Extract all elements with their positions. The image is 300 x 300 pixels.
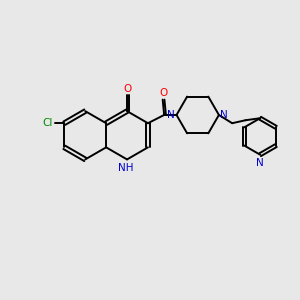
Text: O: O bbox=[159, 88, 168, 98]
Text: N: N bbox=[220, 110, 228, 120]
Text: O: O bbox=[124, 84, 132, 94]
Text: N: N bbox=[167, 110, 175, 120]
Text: Cl: Cl bbox=[42, 118, 52, 128]
Text: N: N bbox=[256, 158, 264, 168]
Text: NH: NH bbox=[118, 163, 133, 173]
